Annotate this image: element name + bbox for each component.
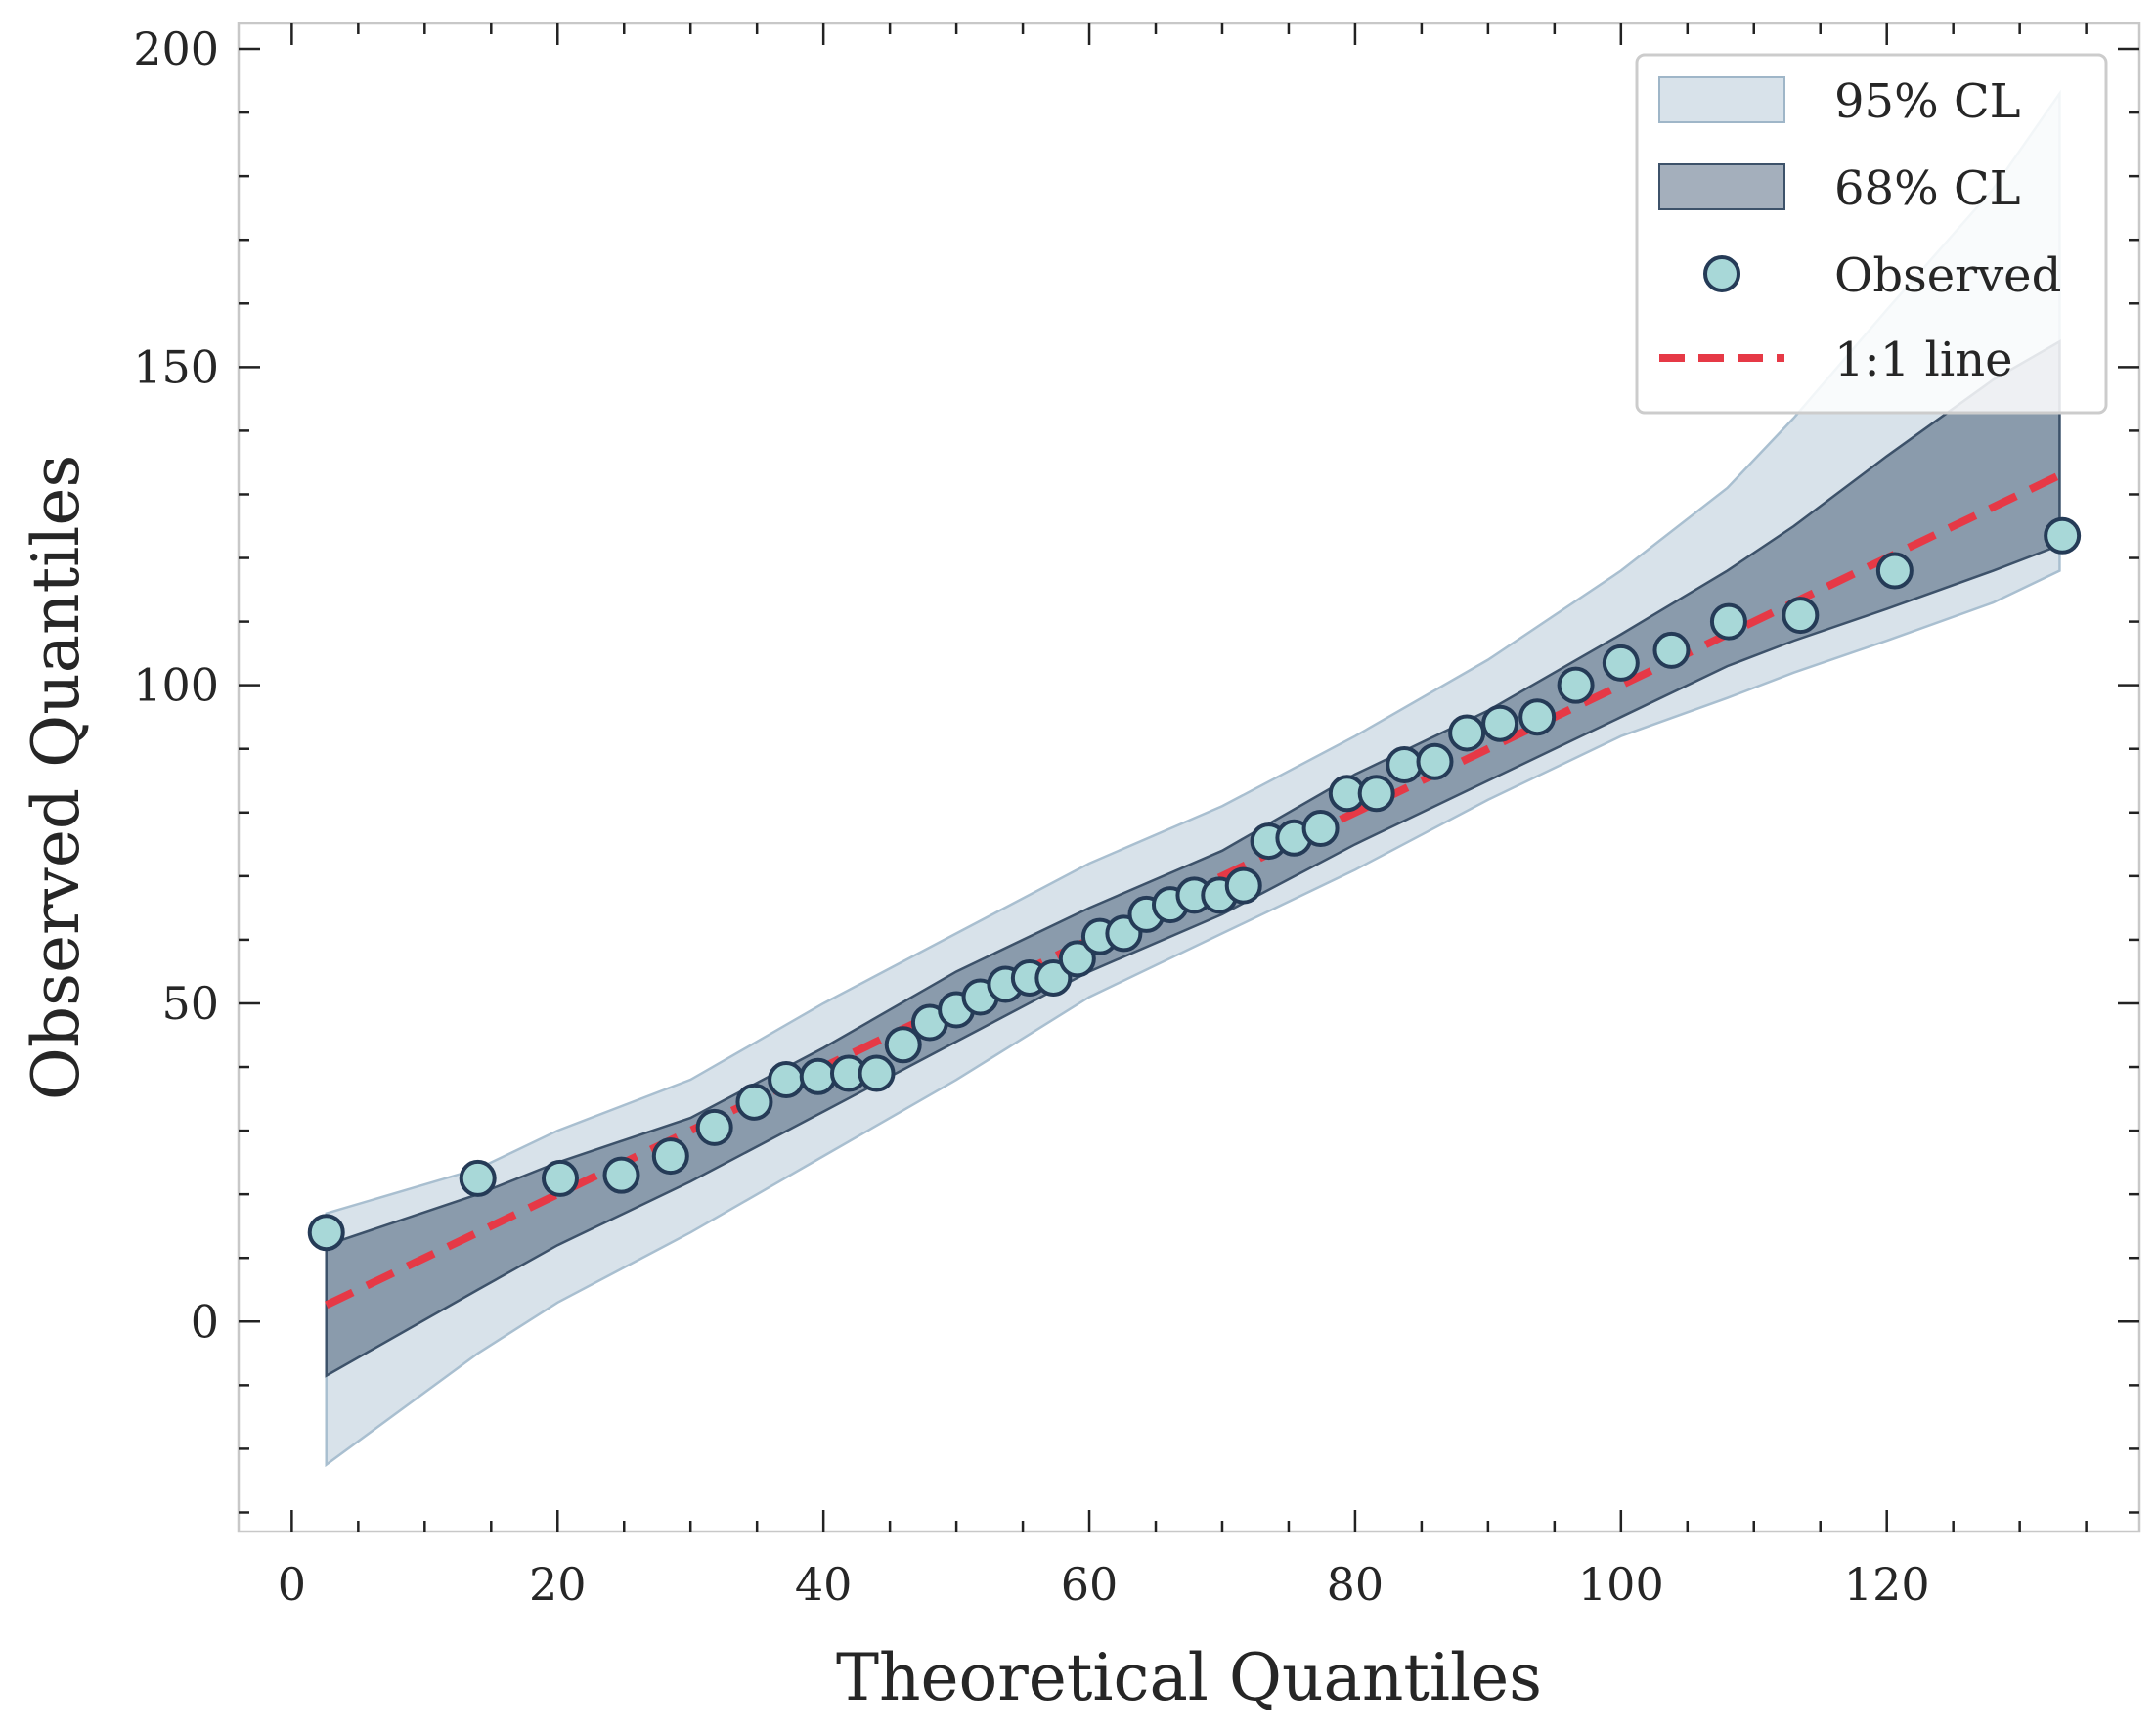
observed-point <box>1416 742 1454 780</box>
y-tick-label: 50 <box>161 977 219 1030</box>
observed-point <box>1301 810 1340 848</box>
observed-point <box>1652 631 1691 669</box>
legend-label-68: 68% CL <box>1834 161 2021 216</box>
observed-point <box>307 1214 345 1252</box>
observed-point <box>1557 666 1595 704</box>
y-tick-label: 200 <box>133 22 219 75</box>
legend: 95% CL 68% CL Observed 1:1 line <box>1635 53 2108 415</box>
observed-point <box>1386 745 1424 783</box>
legend-marker-observed <box>1703 255 1740 292</box>
x-tick-label: 80 <box>1327 1558 1385 1611</box>
y-tick-label: 150 <box>133 340 219 393</box>
legend-label-95: 95% CL <box>1834 74 2021 129</box>
observed-point <box>1709 602 1747 641</box>
observed-point <box>1602 644 1640 682</box>
axis-ticks <box>239 23 2139 1532</box>
observed-point <box>1518 698 1557 736</box>
x-tick-label: 0 <box>278 1558 306 1611</box>
x-tick-label: 100 <box>1578 1558 1664 1611</box>
observed-point <box>651 1137 689 1176</box>
observed-point <box>799 1057 837 1095</box>
observed-point <box>541 1159 579 1197</box>
y-axis-label: Observed Quantiles <box>19 455 94 1101</box>
x-tick-label: 20 <box>529 1558 587 1611</box>
observed-point <box>1224 866 1262 905</box>
observed-point <box>459 1159 497 1197</box>
legend-box <box>1635 53 2108 415</box>
observed-point <box>695 1108 733 1146</box>
observed-points <box>307 516 2082 1252</box>
legend-swatch-95 <box>1658 76 1785 123</box>
y-tick-labels: 0 50 100 150 200 <box>133 22 219 1348</box>
observed-point <box>1782 597 1820 635</box>
observed-point <box>1448 714 1486 752</box>
plot-frame <box>237 22 2141 1533</box>
observed-point <box>884 1026 922 1064</box>
legend-label-observed: Observed <box>1834 248 2061 303</box>
observed-point <box>2044 516 2082 555</box>
observed-point <box>1481 704 1519 742</box>
y-tick-label: 100 <box>133 659 219 712</box>
x-tick-label: 120 <box>1844 1558 1930 1611</box>
y-tick-label: 0 <box>191 1295 219 1348</box>
legend-label-line: 1:1 line <box>1834 333 2013 387</box>
x-tick-label: 40 <box>795 1558 853 1611</box>
observed-point <box>1357 775 1395 813</box>
observed-point <box>735 1083 773 1121</box>
x-axis-label: Theoretical Quantiles <box>836 1640 1542 1715</box>
observed-point <box>858 1054 896 1092</box>
observed-point <box>602 1156 640 1194</box>
legend-swatch-68 <box>1658 163 1785 210</box>
observed-point <box>1034 958 1073 997</box>
observed-point <box>1058 940 1096 978</box>
observed-point <box>768 1061 806 1099</box>
observed-point <box>1875 552 1914 590</box>
x-tick-labels: 0 20 40 60 80 100 120 <box>278 1558 1930 1611</box>
x-tick-label: 60 <box>1061 1558 1119 1611</box>
